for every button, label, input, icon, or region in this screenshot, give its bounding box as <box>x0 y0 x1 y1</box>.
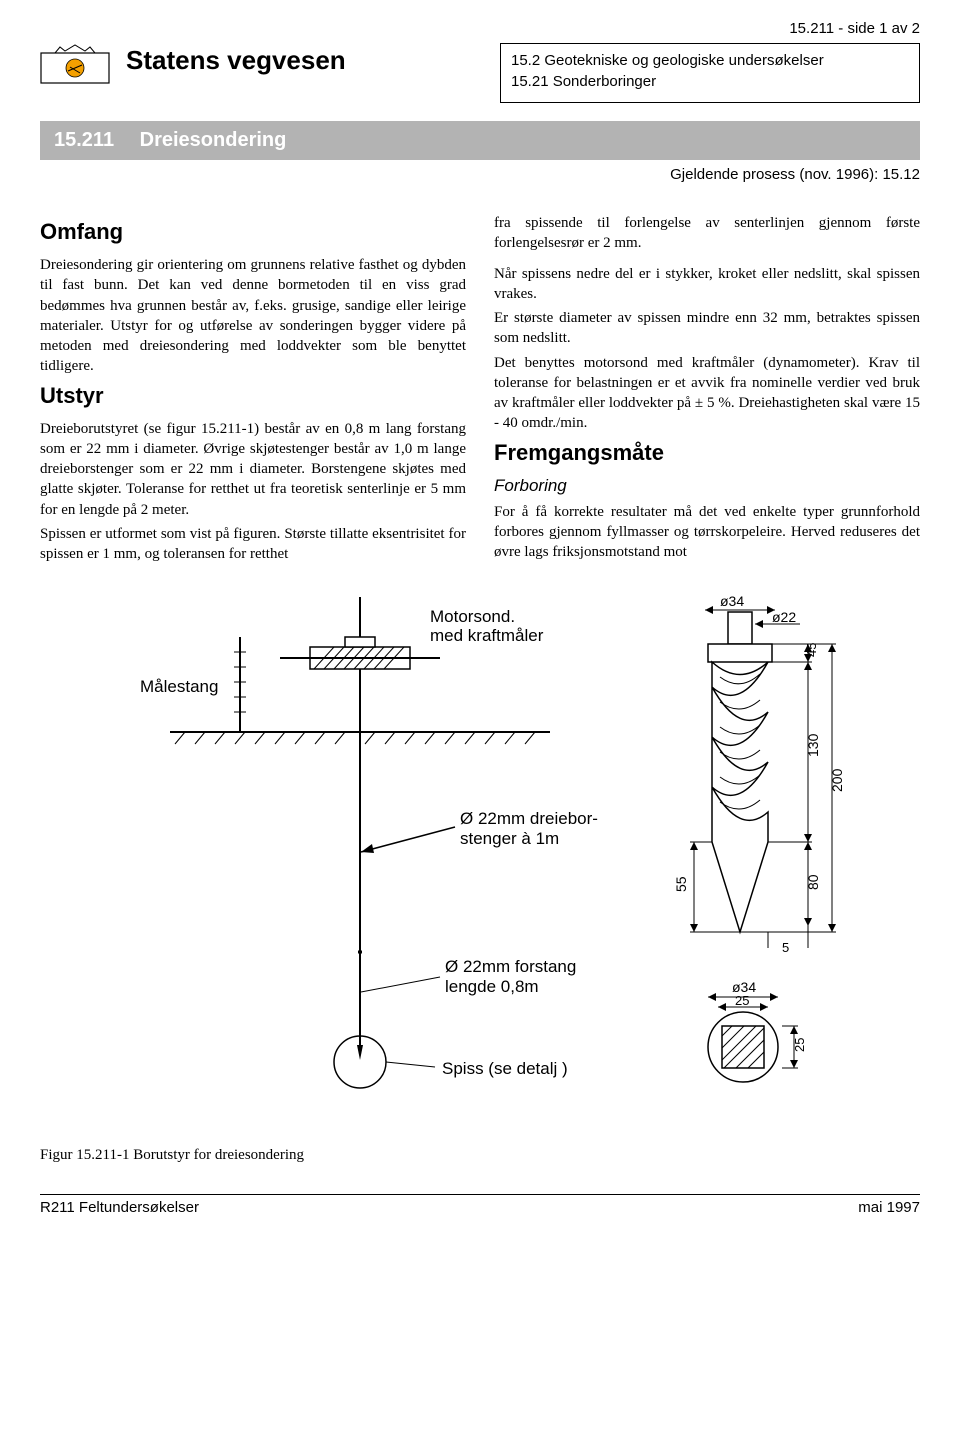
paragraph-omfang: Dreiesondering gir orientering om grunne… <box>40 255 466 377</box>
figure-left-diagram: Motorsond. med kraftmåler Målestang Ø 22… <box>110 592 630 1107</box>
label-motorsond: Motorsond. <box>430 607 515 626</box>
paragraph-forboring: For å få korrekte resultater må det ved … <box>494 502 920 563</box>
dim-45: 45 <box>804 643 819 657</box>
label-dreiebor-1: Ø 22mm dreiebor- <box>460 809 598 828</box>
label-kraftmaler: med kraftmåler <box>430 626 544 645</box>
right-column: fra spissende til forlengelse av senterl… <box>494 213 920 568</box>
paragraph-cont-3: Er største diameter av spissen mindre en… <box>494 308 920 349</box>
page-number: 15.211 - side 1 av 2 <box>40 20 920 37</box>
dim-80: 80 <box>805 874 821 890</box>
header-classification-box: 15.2 Geotekniske og geologiske undersøke… <box>500 43 920 103</box>
paragraph-utstyr-1: Dreieborutstyret (se figur 15.211-1) bes… <box>40 419 466 520</box>
current-process: Gjeldende prosess (nov. 1996): 15.12 <box>40 166 920 183</box>
footer-right: mai 1997 <box>858 1199 920 1216</box>
page-footer: R211 Feltundersøkelser mai 1997 <box>40 1194 920 1216</box>
figure-caption: Figur 15.211-1 Borutstyr for dreiesonder… <box>40 1147 920 1164</box>
dim-d34: ø34 <box>720 593 744 609</box>
heading-fremgangsmate: Fremgangsmåte <box>494 440 920 466</box>
section-banner: 15.211 Dreiesondering <box>40 121 920 160</box>
left-column: Omfang Dreiesondering gir orientering om… <box>40 213 466 568</box>
label-forstang-1: Ø 22mm forstang <box>445 957 576 976</box>
heading-utstyr: Utstyr <box>40 383 466 409</box>
paragraph-cont-4: Det benyttes motorsond med kraftmåler (d… <box>494 353 920 434</box>
header-line-1: 15.2 Geotekniske og geologiske undersøke… <box>511 50 909 71</box>
paragraph-utstyr-2: Spissen er utformet som vist på figuren.… <box>40 524 466 565</box>
header-line-2: 15.21 Sonderboringer <box>511 71 909 92</box>
paragraph-cont-1: fra spissende til forlengelse av senterl… <box>494 213 920 254</box>
subheading-forboring: Forboring <box>494 476 920 496</box>
label-malestang: Målestang <box>140 677 218 696</box>
dim-55: 55 <box>673 876 689 892</box>
figure-right-detail: ø34 ø22 <box>660 592 850 1107</box>
label-forstang-2: lengde 0,8m <box>445 977 539 996</box>
section-title: Dreiesondering <box>140 129 287 151</box>
label-spiss: Spiss (se detalj ) <box>442 1059 568 1078</box>
figure-area: Motorsond. med kraftmåler Målestang Ø 22… <box>40 592 920 1107</box>
paragraph-cont-2: Når spissens nedre del er i stykker, kro… <box>494 264 920 305</box>
document-header: Statens vegvesen 15.2 Geotekniske og geo… <box>40 43 920 103</box>
heading-omfang: Omfang <box>40 219 466 245</box>
dim-5: 5 <box>782 940 789 955</box>
dim-130: 130 <box>805 734 821 758</box>
footer-left: R211 Feltundersøkelser <box>40 1199 199 1216</box>
label-dreiebor-2: stenger à 1m <box>460 829 559 848</box>
dim-25b: 25 <box>792 1038 807 1052</box>
logo <box>40 43 110 89</box>
dim-200: 200 <box>829 769 845 793</box>
body-columns: Omfang Dreiesondering gir orientering om… <box>40 213 920 568</box>
dim-d22: ø22 <box>772 609 796 625</box>
dim-25: 25 <box>735 993 749 1008</box>
section-number: 15.211 <box>54 129 114 151</box>
organization-name: Statens vegvesen <box>126 43 484 76</box>
